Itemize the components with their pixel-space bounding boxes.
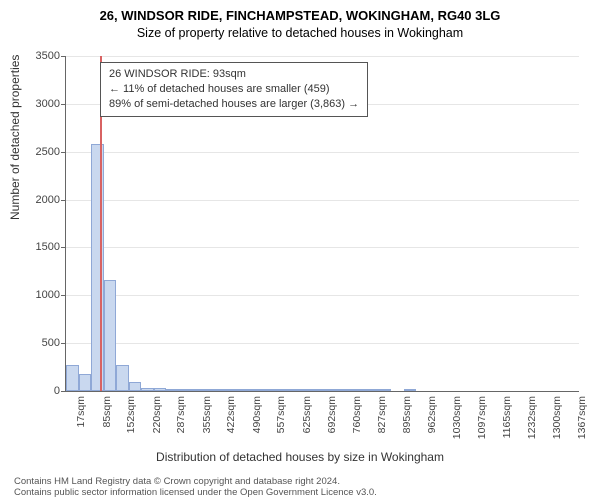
x-tick-label: 760sqm (351, 396, 363, 433)
gridline (66, 343, 579, 344)
gridline (66, 152, 579, 153)
annotation-line-1: 26 WINDSOR RIDE: 93sqm (109, 67, 359, 82)
histogram-bar (141, 388, 154, 391)
x-tick-label: 625sqm (301, 396, 313, 433)
y-tick-mark (61, 343, 65, 344)
annotation-line-3: 89% of semi-detached houses are larger (… (109, 97, 359, 112)
histogram-bar (279, 389, 292, 391)
y-tick-label: 0 (0, 385, 60, 397)
histogram-bar (229, 389, 242, 391)
x-tick-label: 962sqm (426, 396, 438, 433)
histogram-bar (166, 389, 179, 391)
y-tick-mark (61, 200, 65, 201)
title-main: 26, WINDSOR RIDE, FINCHAMPSTEAD, WOKINGH… (0, 0, 600, 23)
histogram-bar (241, 389, 254, 391)
histogram-bar (366, 389, 379, 391)
histogram-bar (66, 365, 79, 391)
y-tick-label: 3000 (0, 98, 60, 110)
histogram-bar (291, 389, 304, 391)
footer-line-2: Contains public sector information licen… (14, 487, 377, 498)
x-tick-label: 85sqm (101, 396, 113, 428)
x-tick-label: 490sqm (251, 396, 263, 433)
histogram-bar (154, 388, 167, 391)
x-tick-label: 355sqm (201, 396, 213, 433)
x-tick-label: 692sqm (326, 396, 338, 433)
y-tick-mark (61, 56, 65, 57)
y-tick-mark (61, 295, 65, 296)
histogram-bar (354, 389, 367, 391)
y-tick-label: 2500 (0, 146, 60, 158)
histogram-bar (116, 365, 129, 391)
histogram-bar (204, 389, 217, 391)
histogram-bar (254, 389, 267, 391)
x-tick-label: 422sqm (225, 396, 237, 433)
histogram-bar (304, 389, 317, 391)
y-tick-mark (61, 152, 65, 153)
x-tick-label: 220sqm (151, 396, 163, 433)
histogram-bar (191, 389, 204, 391)
annotation-line-2: ← 11% of detached houses are smaller (45… (109, 82, 359, 97)
histogram-bar (216, 389, 229, 391)
x-tick-label: 1097sqm (476, 396, 488, 439)
y-tick-label: 1500 (0, 241, 60, 253)
annotation-box: 26 WINDSOR RIDE: 93sqm ← 11% of detached… (100, 62, 368, 117)
x-tick-label: 827sqm (376, 396, 388, 433)
x-tick-label: 287sqm (175, 396, 187, 433)
histogram-bar (79, 374, 92, 391)
y-tick-label: 500 (0, 337, 60, 349)
histogram-bar (329, 389, 342, 391)
y-tick-mark (61, 247, 65, 248)
gridline (66, 295, 579, 296)
chart-container: 26, WINDSOR RIDE, FINCHAMPSTEAD, WOKINGH… (0, 0, 600, 500)
histogram-bar (104, 280, 117, 391)
x-tick-label: 1232sqm (526, 396, 538, 439)
x-tick-label: 1367sqm (576, 396, 588, 439)
gridline (66, 200, 579, 201)
x-axis-label: Distribution of detached houses by size … (0, 450, 600, 464)
y-tick-mark (61, 391, 65, 392)
y-tick-mark (61, 104, 65, 105)
x-tick-label: 1300sqm (551, 396, 563, 439)
x-tick-label: 557sqm (275, 396, 287, 433)
histogram-bar (379, 389, 392, 391)
y-tick-label: 2000 (0, 194, 60, 206)
title-sub: Size of property relative to detached ho… (0, 23, 600, 40)
gridline (66, 56, 579, 57)
x-tick-label: 152sqm (125, 396, 137, 433)
footer-attribution: Contains HM Land Registry data © Crown c… (14, 476, 377, 498)
x-tick-label: 17sqm (75, 396, 87, 428)
histogram-bar (341, 389, 354, 391)
x-tick-label: 895sqm (401, 396, 413, 433)
gridline (66, 247, 579, 248)
histogram-bar (316, 389, 329, 391)
footer-line-1: Contains HM Land Registry data © Crown c… (14, 476, 377, 487)
y-tick-label: 3500 (0, 50, 60, 62)
x-tick-label: 1030sqm (451, 396, 463, 439)
x-tick-label: 1165sqm (501, 396, 513, 438)
histogram-bar (129, 382, 142, 391)
histogram-bar (179, 389, 192, 391)
histogram-bar (266, 389, 279, 391)
y-tick-label: 1000 (0, 289, 60, 301)
histogram-bar (404, 389, 417, 391)
